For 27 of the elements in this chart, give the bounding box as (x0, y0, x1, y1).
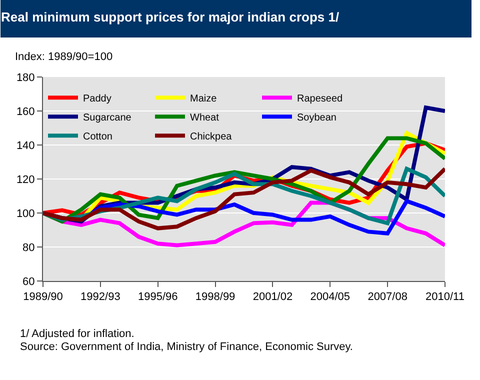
y-tick-label: 80 (22, 242, 35, 254)
y-axis-title: Index: 1989/90=100 (15, 51, 113, 63)
text: 1/ Adjusted for inflation. (20, 328, 134, 340)
legend-label: Chickpea (190, 132, 232, 143)
legend-label: Soybean (297, 112, 336, 124)
legend-label: Paddy (83, 94, 112, 105)
legend-label: Cotton (83, 132, 112, 143)
x-tick-label: 1998/99 (195, 291, 236, 304)
x-tick-label: 1995/96 (138, 291, 178, 304)
x-tick-label: 1989/90 (23, 291, 63, 304)
chart-title: Real minimum support prices for major indian crops 1/ (1, 10, 340, 24)
legend-label: Wheat (190, 112, 220, 124)
x-tick-label: 2001/02 (252, 291, 293, 304)
legend-label: Maize (190, 94, 218, 105)
x-tick-label: 1992/93 (80, 291, 120, 304)
y-tick-label: 100 (16, 208, 35, 220)
y-tick-label: 120 (16, 174, 35, 186)
legend-label: Sugarcane (83, 112, 132, 124)
legend-label: Rapeseed (297, 94, 343, 105)
y-tick-label: 160 (16, 106, 35, 118)
y-tick-label: 60 (22, 276, 35, 288)
source-note: Source: Government of India, Ministry of Finance, Economic Survey. (20, 341, 353, 353)
y-tick-label: 180 (16, 72, 35, 84)
y-tick-label: 140 (16, 140, 35, 152)
x-tick-label: 2004/05 (310, 291, 350, 304)
x-tick-label: 2010/11 (426, 291, 464, 304)
x-tick-label: 2007/08 (368, 291, 408, 304)
